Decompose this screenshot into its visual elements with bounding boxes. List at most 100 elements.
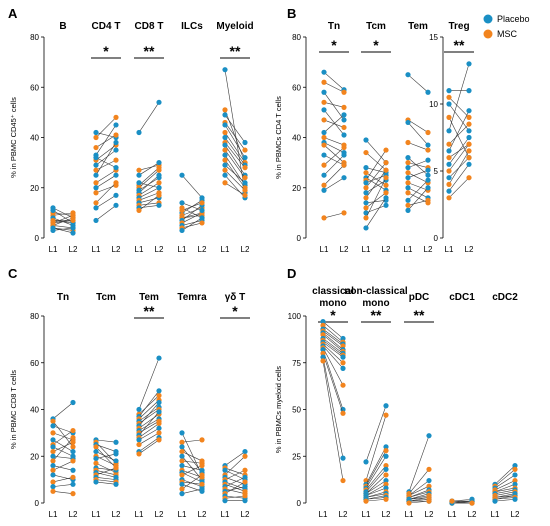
data-point [222,180,228,186]
pair-line [224,174,246,198]
data-point [50,488,56,494]
pair-line [323,81,345,93]
data-point [340,354,346,360]
pair-line [52,474,74,480]
data-point [405,202,411,208]
data-point [466,114,472,120]
pair-line [52,217,74,226]
data-point [93,180,99,186]
pair-line [95,182,117,204]
pair-line [95,453,117,459]
data-point [466,161,472,167]
pair-line [494,465,516,485]
data-point [70,491,76,497]
data-point [425,157,431,163]
pair-line [494,495,516,498]
pair-line [138,402,160,427]
pair-line [365,493,387,498]
data-point [50,448,56,455]
data-point [425,185,431,191]
pair-line [448,97,470,118]
pair-line [181,217,203,231]
pair-line [138,409,160,424]
pair-line [224,164,246,183]
y-tick-label: 60 [30,359,39,368]
legend-marker [483,14,493,24]
data-point [383,412,389,418]
pair-line [365,415,387,481]
group-tcm: Tcm * L1 L2 [361,21,391,254]
data-point [405,72,411,78]
y-axis-label: % in PBMCs CD4 T cells [274,96,283,179]
data-point [179,172,185,178]
pair-line [138,187,160,199]
data-point [466,155,472,161]
y-axis-label: % in PBMC CD8 T cells [9,370,18,449]
pair-line [323,142,345,153]
data-point [446,94,452,100]
y-tick-label: 0 [297,499,302,508]
pair-line [138,195,160,211]
data-point [363,205,369,211]
data-point [136,172,142,178]
pair-line [407,157,429,176]
group-non-classical-mono: non-classical mono** L1 L2 [344,286,408,519]
data-point [179,448,185,455]
data-point [156,180,162,186]
pair-line [407,187,429,199]
data-point [222,129,228,136]
group-label: Myeloid [216,21,253,32]
group-ilcs: ILCs L1 L2 [178,21,207,254]
data-point [466,88,472,94]
pair-line [323,164,345,186]
data-point [383,496,389,502]
significance-marker: ** [414,307,425,323]
pair-line [95,195,117,209]
data-point [446,188,452,194]
legend-label: Placebo [497,14,530,24]
pair-line [224,144,246,176]
pair-line [181,439,203,443]
data-point [222,147,228,153]
x-tick-label: L1 [320,245,329,254]
data-point [156,392,162,399]
data-point [383,485,389,491]
pair-line [448,177,470,199]
pair-line [95,205,117,221]
data-point [179,444,185,450]
data-point [242,147,248,153]
pair-line [95,462,117,473]
pair-line [448,123,470,145]
data-point [340,477,346,484]
x-tick-label: L1 [362,510,371,519]
data-point [340,360,346,366]
pair-line [224,137,246,166]
data-point [446,141,452,147]
data-point [321,79,327,85]
x-tick-label: L1 [49,245,58,254]
data-point [50,484,56,490]
x-tick-label: L2 [424,245,433,254]
data-point [136,207,142,213]
pair-line [494,493,516,498]
data-point [113,202,119,208]
data-point [512,466,518,472]
data-point [426,433,432,439]
pair-line [181,174,203,198]
data-point [93,205,99,211]
data-point [446,168,452,174]
pair-line [52,421,74,448]
data-point [383,448,389,454]
data-point [136,406,142,413]
data-point [179,463,185,469]
pair-line [138,390,160,417]
y-tick-label: 75 [292,359,301,368]
data-point [242,498,248,504]
data-point [383,477,389,484]
pair-line [365,487,387,496]
pair-line [138,182,160,189]
data-point [425,147,431,153]
y-tick-label: 0 [297,234,302,243]
x-tick-label: L1 [92,245,101,254]
